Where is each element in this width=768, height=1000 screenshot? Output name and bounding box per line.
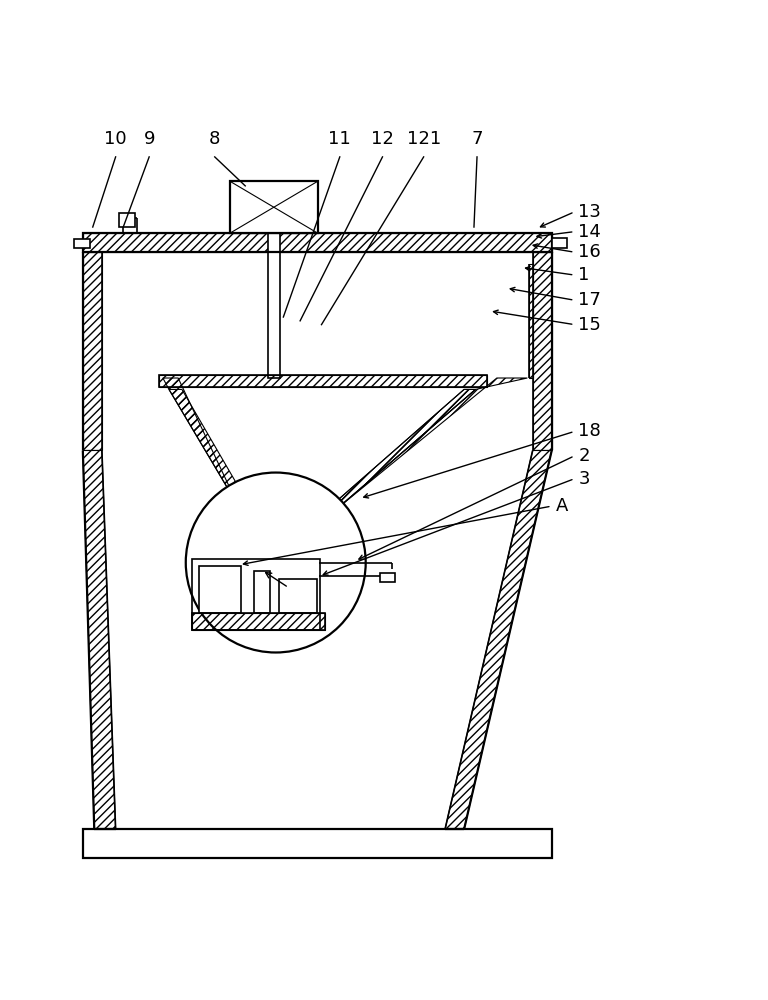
Text: 2: 2: [578, 447, 590, 465]
Bar: [83, 233, 551, 252]
Text: 1: 1: [578, 266, 590, 284]
Text: 9: 9: [144, 130, 155, 148]
Text: 16: 16: [578, 243, 601, 261]
Bar: [83, 233, 551, 252]
Text: 14: 14: [578, 223, 601, 241]
Text: 17: 17: [578, 291, 601, 309]
Text: 7: 7: [472, 130, 483, 148]
Bar: [159, 375, 487, 387]
Bar: [192, 559, 320, 630]
Bar: [83, 829, 551, 858]
Text: 15: 15: [578, 316, 601, 334]
Text: 10: 10: [104, 130, 127, 148]
Bar: [192, 613, 326, 630]
Bar: [279, 579, 317, 613]
Bar: [200, 566, 241, 613]
Bar: [74, 239, 91, 248]
Bar: [380, 573, 396, 582]
Circle shape: [186, 473, 366, 652]
Bar: [551, 238, 567, 248]
Text: 11: 11: [329, 130, 351, 148]
Text: 13: 13: [578, 203, 601, 221]
Bar: [192, 613, 326, 630]
Text: 3: 3: [578, 470, 590, 488]
Text: 8: 8: [209, 130, 220, 148]
Bar: [230, 181, 318, 233]
Text: 121: 121: [406, 130, 441, 148]
Bar: [268, 233, 280, 378]
Bar: [159, 375, 487, 387]
Bar: [120, 213, 134, 227]
Text: 12: 12: [371, 130, 394, 148]
Bar: [254, 571, 270, 613]
Text: 18: 18: [578, 422, 601, 440]
Text: A: A: [555, 497, 568, 515]
